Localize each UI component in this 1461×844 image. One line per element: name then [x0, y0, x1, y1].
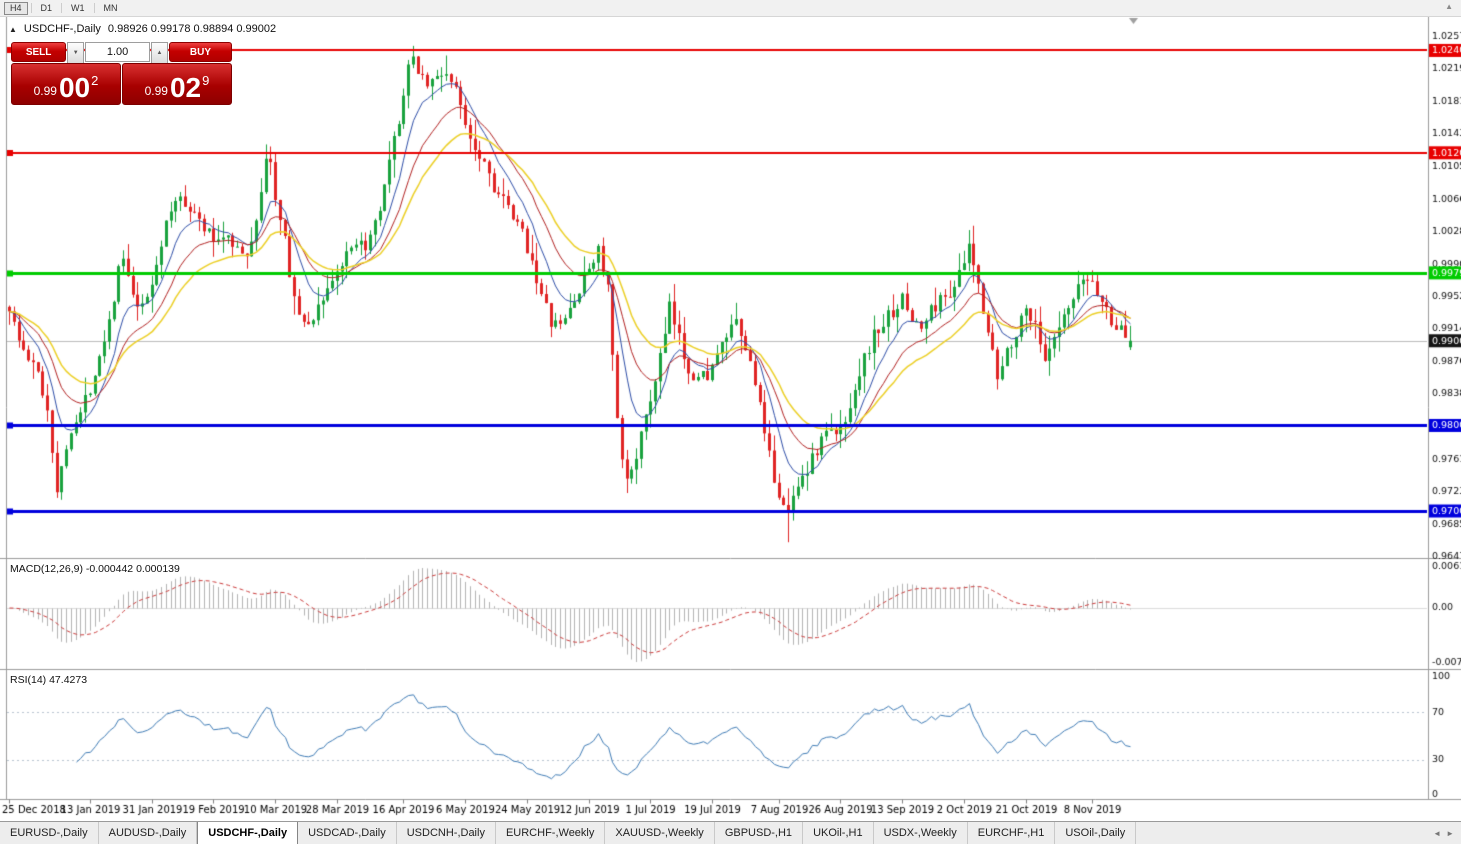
one-click-toggle-icon[interactable]: ▲	[9, 24, 17, 34]
one-click-trading-panel: SELL ▼ ▲ BUY 0.99 00 2 0.99 02 9	[11, 42, 233, 105]
timeframe-button-mn[interactable]: MN	[98, 2, 124, 15]
macd-indicator-label: MACD(12,26,9) -0.000442 0.000139	[10, 563, 180, 575]
volume-up-button[interactable]: ▲	[151, 42, 168, 64]
sell-price-base: 0.99	[33, 84, 57, 98]
timeframe-toolbar: H4 D1 W1 MN	[0, 0, 1461, 17]
chart-tab-eurchf-h1[interactable]: EURCHF-,H1	[968, 822, 1056, 844]
chart-tab-eurchf-weekly[interactable]: EURCHF-,Weekly	[496, 822, 606, 844]
tab-scroll-left-icon[interactable]: ◄	[1433, 828, 1442, 838]
volume-down-button[interactable]: ▼	[67, 42, 85, 64]
chart-tab-eurusd-daily[interactable]: EURUSD-,Daily	[0, 822, 99, 844]
toolbar-separator	[93, 3, 95, 13]
scroll-up-icon[interactable]: ▲	[1445, 2, 1453, 11]
sell-price-pipette: 2	[91, 73, 99, 88]
chart-tab-usoil-daily[interactable]: USOil-,Daily	[1055, 822, 1137, 844]
chart-tab-usdx-weekly[interactable]: USDX-,Weekly	[874, 822, 968, 844]
timeframe-button-d1[interactable]: D1	[35, 2, 59, 15]
buy-price-base: 0.99	[144, 84, 168, 98]
toolbar-separator	[61, 3, 63, 13]
buy-price-button[interactable]: 0.99 02 9	[122, 63, 232, 105]
tab-scroll-controls: ◄ ►	[1426, 822, 1461, 844]
trade-prices-row: 0.99 00 2 0.99 02 9	[11, 63, 232, 105]
rsi-indicator-label: RSI(14) 47.4273	[10, 674, 88, 686]
buy-price-pips: 02	[169, 72, 202, 103]
chart-tab-audusd-daily[interactable]: AUDUSD-,Daily	[99, 822, 198, 844]
toolbar-separator	[30, 3, 32, 13]
trade-controls-row: SELL ▼ ▲ BUY	[11, 42, 233, 64]
chart-ohlc-values: 0.98926 0.99178 0.98894 0.99002	[107, 23, 277, 35]
chart-tab-ukoil-h1[interactable]: UKOil-,H1	[803, 822, 874, 844]
buy-button[interactable]: BUY	[168, 42, 233, 62]
chart-symbol-label: USDCHF-,Daily	[23, 23, 101, 35]
bottom-tab-bar: EURUSD-,Daily AUDUSD-,Daily USDCHF-,Daily U…	[0, 821, 1461, 844]
chart-tab-usdcad-daily[interactable]: USDCAD-,Daily	[298, 822, 397, 844]
sell-price-pips: 00	[58, 72, 91, 103]
sell-price-button[interactable]: 0.99 00 2	[11, 63, 121, 105]
chart-tab-usdcnh-daily[interactable]: USDCNH-,Daily	[397, 822, 496, 844]
tab-scroll-right-icon[interactable]: ►	[1446, 828, 1454, 838]
volume-input[interactable]	[85, 42, 151, 62]
chart-tab-xauusd-weekly[interactable]: XAUUSD-,Weekly	[605, 822, 715, 844]
chart-tab-gbpusd-h1[interactable]: GBPUSD-,H1	[715, 822, 804, 844]
buy-price-pipette: 9	[202, 73, 210, 88]
chart-tab-usdchf-daily[interactable]: USDCHF-,Daily	[197, 822, 299, 844]
sell-button[interactable]: SELL	[11, 42, 67, 62]
chart-header: ▲ USDCHF-,Daily 0.98926 0.99178 0.98894 …	[9, 23, 276, 35]
chart-tabs: EURUSD-,Daily AUDUSD-,Daily USDCHF-,Daily U…	[0, 822, 1426, 844]
timeframe-button-w1[interactable]: W1	[65, 2, 91, 15]
timeframe-button-h4[interactable]: H4	[4, 1, 28, 15]
